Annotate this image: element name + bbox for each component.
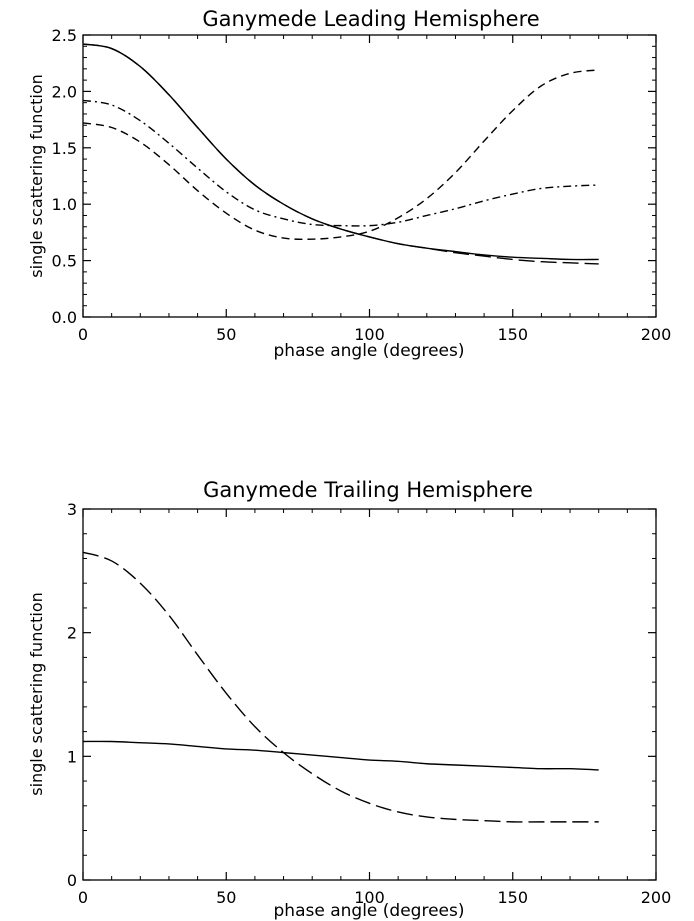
y-axis-label: single scattering function <box>27 592 46 796</box>
x-tick-label: 200 <box>641 888 672 907</box>
plot-frame <box>82 508 657 881</box>
y-tick-label: 2.0 <box>52 82 77 101</box>
y-tick-label: 1.5 <box>52 139 77 158</box>
y-tick-label: 1 <box>67 747 77 766</box>
x-tick-label: 100 <box>354 325 385 344</box>
x-tick-label: 100 <box>354 888 385 907</box>
axis-ticks: 0 50 100 150 200 0.0 0.5 1.0 1.5 2.0 2.5 <box>52 26 672 344</box>
x-tick-label: 50 <box>216 888 236 907</box>
x-tick-label: 50 <box>216 325 236 344</box>
chart-title: Ganymede Leading Hemisphere <box>202 7 539 31</box>
x-tick-label: 0 <box>78 325 88 344</box>
trailing-hemisphere-panel: Ganymede Trailing Hemisphere 0 50 100 150 20… <box>27 478 671 921</box>
x-tick-label: 150 <box>497 325 528 344</box>
y-tick-label: 0 <box>67 871 77 890</box>
series-line-dash-dot <box>82 99 599 227</box>
series-line-long-dash <box>82 551 599 823</box>
series-line-solid <box>82 43 599 261</box>
axis-ticks: 0 50 100 150 200 0 1 2 3 <box>67 500 671 907</box>
plot-frame <box>82 34 657 318</box>
series-line-long-dash <box>82 43 599 265</box>
x-tick-label: 200 <box>641 325 672 344</box>
y-tick-label: 0.0 <box>52 308 77 327</box>
x-axis-label: phase angle (degrees) <box>274 341 465 361</box>
y-tick-label: 3 <box>67 500 77 519</box>
series-line-solid <box>82 740 599 771</box>
chart-title: Ganymede Trailing Hemisphere <box>203 478 533 502</box>
y-tick-label: 0.5 <box>52 252 77 271</box>
x-axis-label: phase angle (degrees) <box>274 901 465 921</box>
curves <box>82 551 599 823</box>
y-axis-label: single scattering function <box>27 74 46 278</box>
y-tick-label: 1.0 <box>52 195 77 214</box>
series-line-dashed-2 <box>82 69 599 240</box>
y-tick-label: 2 <box>67 624 77 643</box>
x-tick-label: 0 <box>78 888 88 907</box>
x-tick-label: 150 <box>497 888 528 907</box>
curves <box>82 43 599 265</box>
y-tick-label: 2.5 <box>52 26 77 45</box>
leading-hemisphere-panel: Ganymede Leading Hemisphere 0 50 100 150 200… <box>27 7 671 361</box>
